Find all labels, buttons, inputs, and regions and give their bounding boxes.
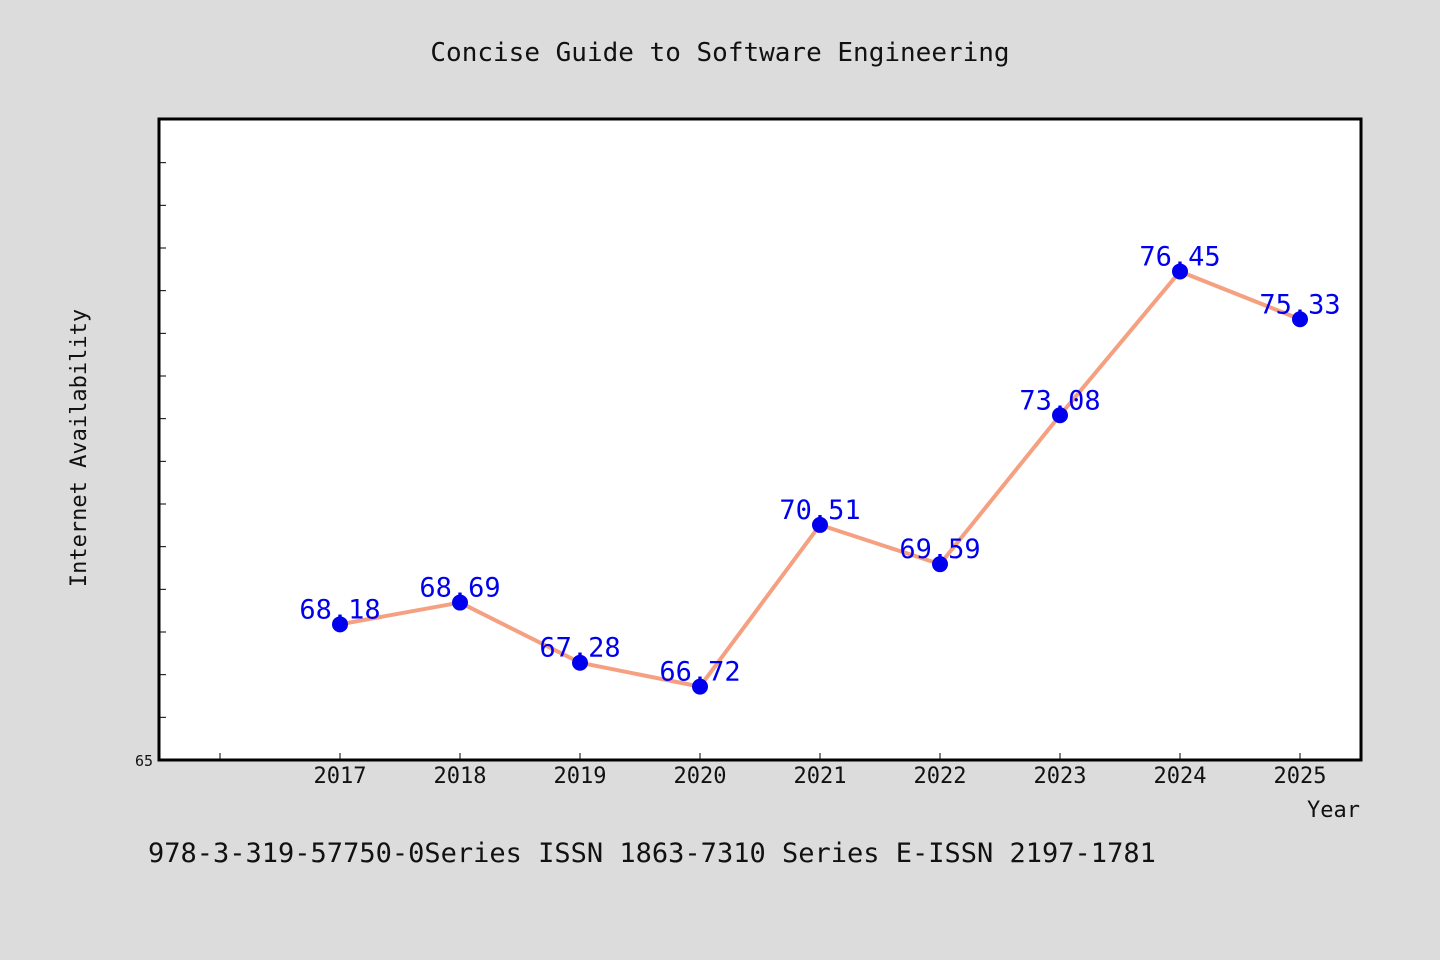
data-label-2025: 75.33 <box>1259 289 1340 320</box>
x-tick-labels: 2017 2018 2019 2020 2021 2022 2023 2024 2025 <box>314 764 1327 789</box>
series-markers <box>332 263 1308 695</box>
x-tick-label-2024: 2024 <box>1154 764 1207 789</box>
x-axis-label: Year <box>1307 798 1360 823</box>
data-point-2021 <box>812 516 828 533</box>
data-point-2022 <box>932 556 948 573</box>
data-point-2017 <box>332 616 348 633</box>
data-label-2019: 67.28 <box>539 633 620 664</box>
plot-area <box>157 117 1363 762</box>
x-tick-label-2025: 2025 <box>1274 764 1327 789</box>
y-axis-label: Internet Availability <box>67 309 92 587</box>
data-label-2023: 73.08 <box>1019 385 1100 416</box>
data-point-2023 <box>1052 407 1068 424</box>
x-tick-label-2022: 2022 <box>914 764 967 789</box>
data-label-2024: 76.45 <box>1139 241 1220 272</box>
x-tick-label-2019: 2019 <box>554 764 607 789</box>
data-labels: 68.18 68.69 67.28 66.72 70.51 69.59 73.08 76.45… <box>299 241 1340 687</box>
y-tick-label-65: 65 <box>135 752 153 770</box>
x-axis-ticks <box>219 753 1301 760</box>
x-tick-label-2020: 2020 <box>674 764 727 789</box>
x-tick-label-2021: 2021 <box>794 764 847 789</box>
data-point-2018 <box>452 594 468 611</box>
x-tick-label-2017: 2017 <box>314 764 367 789</box>
data-label-2018: 68.69 <box>419 573 500 604</box>
data-point-2024 <box>1172 263 1188 280</box>
data-label-2021: 70.51 <box>779 495 860 526</box>
chart-title: Concise Guide to Software Engineering <box>430 38 1009 68</box>
x-tick-label-2018: 2018 <box>434 764 487 789</box>
data-label-2022: 69.59 <box>899 534 980 565</box>
y-axis-ticks <box>159 119 166 761</box>
x-tick-label-2023: 2023 <box>1034 764 1087 789</box>
data-point-2020 <box>692 678 708 695</box>
data-label-2020: 66.72 <box>659 657 740 688</box>
data-label-2017: 68.18 <box>299 594 380 625</box>
data-point-2019 <box>572 654 588 671</box>
data-point-2025 <box>1292 311 1308 328</box>
footnote-text: 978-3-319-57750-0Series ISSN 1863-7310 S… <box>148 838 1156 869</box>
